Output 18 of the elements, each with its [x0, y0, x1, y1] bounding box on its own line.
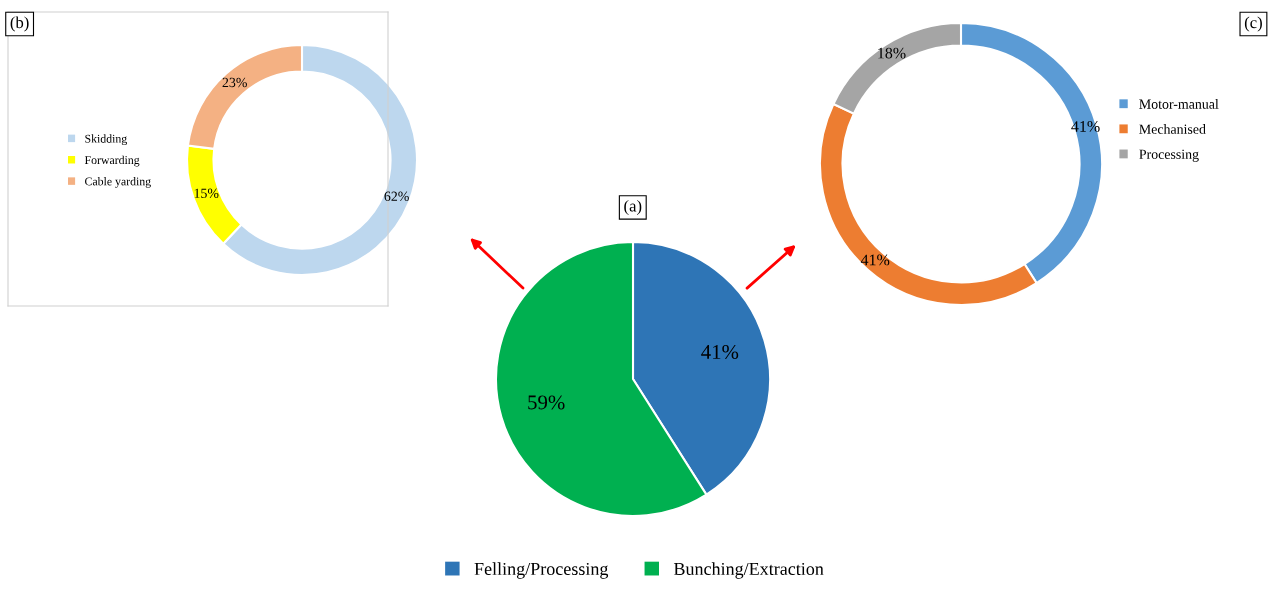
data-label: 41% [860, 254, 890, 266]
data-label: 23% [222, 77, 247, 88]
data-label: 41% [701, 344, 739, 360]
legend-label: Forwarding [84, 155, 140, 167]
data-label: 62% [384, 191, 409, 201]
legend-label: Processing [1139, 149, 1199, 162]
legend-label: Motor-manual [1139, 99, 1219, 109]
legend-label: Skidding [85, 134, 127, 146]
data-label: 59% [528, 395, 565, 410]
legend-label: Mechanised [1139, 124, 1206, 134]
legend-label: Felling/Processing [474, 562, 609, 579]
data-label: 15% [194, 188, 219, 198]
data-label: 18% [878, 47, 906, 59]
chart-title: (b) [10, 16, 29, 32]
chart-title: (a) [624, 199, 642, 215]
legend-label: Bunching/Extraction [673, 562, 824, 579]
legend-label: Cable yarding [85, 177, 151, 188]
text: (c) [1244, 16, 1262, 32]
